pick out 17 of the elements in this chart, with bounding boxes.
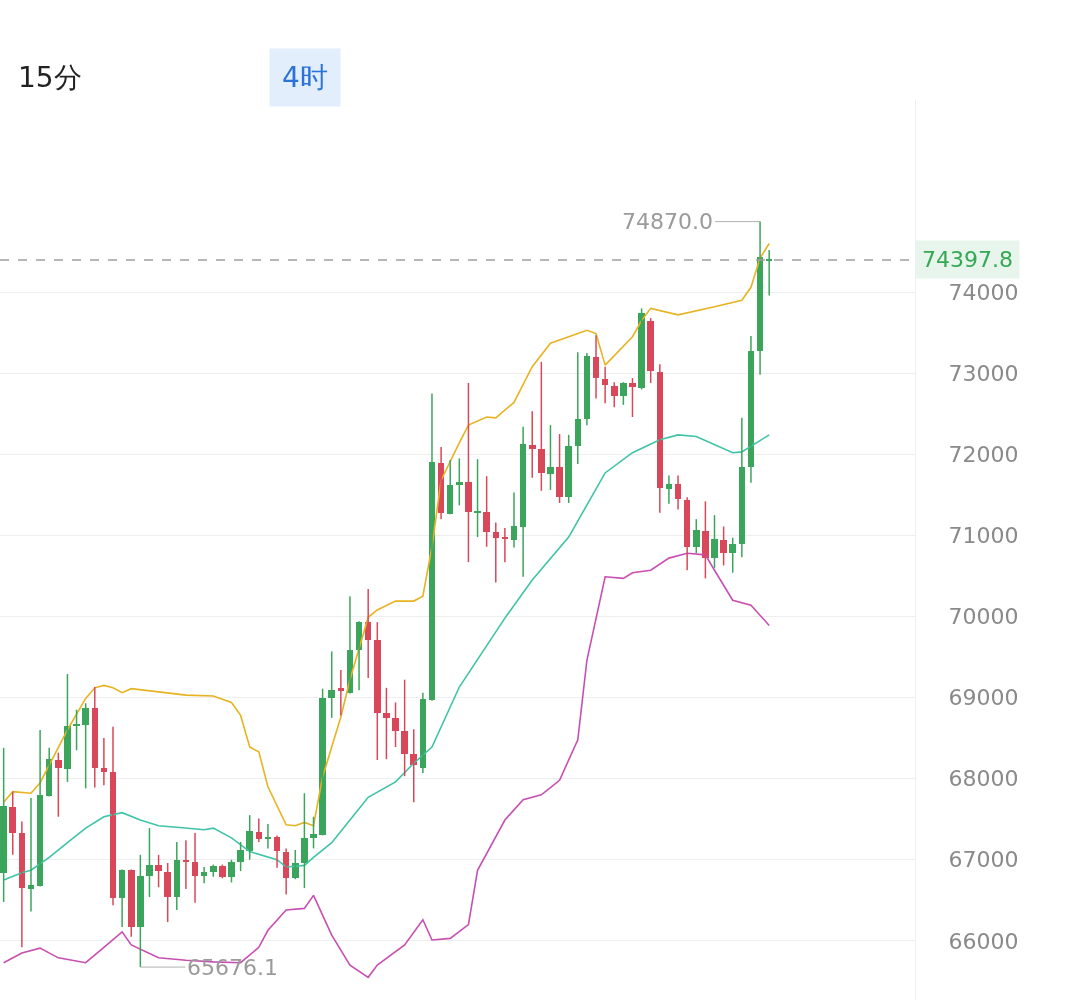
y-tick-label: 71000: [948, 523, 1019, 549]
y-tick-label: 69000: [948, 685, 1019, 711]
line-series: [2, 434, 770, 881]
y-tick-label: 72000: [948, 442, 1019, 468]
y-tick-label: 70000: [948, 604, 1019, 630]
y-tick-label: 73000: [948, 360, 1019, 386]
line-series: [2, 552, 770, 979]
line-series: [2, 242, 770, 827]
text: 4时: [282, 61, 328, 94]
y-tick-label: 67000: [948, 847, 1019, 873]
annotation: 74870.0: [622, 209, 713, 234]
annotation: 65676.1: [187, 955, 278, 980]
text: 15分: [18, 61, 82, 94]
y-tick-label: 66000: [948, 928, 1019, 954]
y-tick-label: 68000: [948, 766, 1019, 792]
y-tick-label: 74000: [948, 279, 1019, 305]
ref-line-label: 74397.8: [922, 247, 1013, 272]
